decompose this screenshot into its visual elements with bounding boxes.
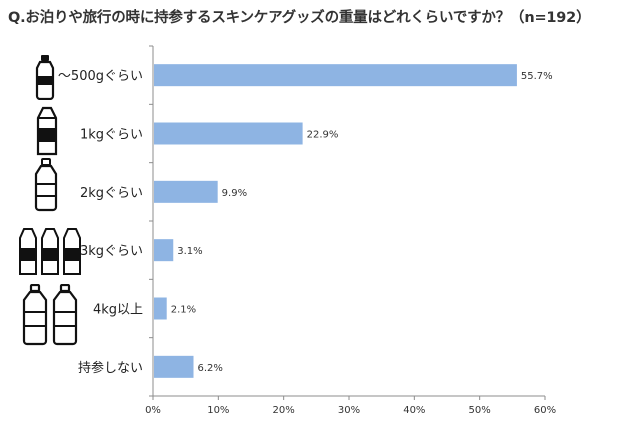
category-label: 持参しない xyxy=(78,360,143,376)
bar-value-label: 9.9% xyxy=(222,188,247,199)
bar xyxy=(154,355,194,378)
x-tick-label: 20% xyxy=(273,405,295,416)
bar xyxy=(154,122,303,145)
chart-title: Q.お泊りや旅行の時に持参するスキンケアグッズの重量はどれくらいですか？（n=1… xyxy=(8,10,591,26)
x-tick-label: 40% xyxy=(403,405,425,416)
category-label: 2kgぐらい xyxy=(80,186,143,201)
bar-value-label: 6.2% xyxy=(198,363,223,374)
bar-value-label: 55.7% xyxy=(521,71,553,82)
milk-carton-icon xyxy=(36,106,58,156)
large-bottle-icon xyxy=(34,158,58,212)
bar-value-label: 2.1% xyxy=(171,305,196,316)
category-label: 4kg以上 xyxy=(93,303,143,318)
category-label: 1kgぐらい xyxy=(80,128,143,143)
small-bottle-icon xyxy=(35,55,55,100)
x-tick-label: 60% xyxy=(534,405,556,416)
bar xyxy=(154,239,174,262)
x-tick-label: 0% xyxy=(145,405,161,416)
bar xyxy=(154,64,517,87)
x-tick-label: 30% xyxy=(338,405,360,416)
two-large-bottles-icon xyxy=(22,284,78,346)
bar xyxy=(154,297,167,320)
x-tick-label: 10% xyxy=(207,405,229,416)
three-milk-cartons-icon xyxy=(19,228,81,275)
bar-value-label: 22.9% xyxy=(307,130,339,141)
x-tick-label: 50% xyxy=(469,405,491,416)
bar-value-label: 3.1% xyxy=(177,246,202,257)
bar xyxy=(154,180,218,203)
category-label: 3kgぐらい xyxy=(80,244,143,259)
category-label: ～500gぐらい xyxy=(58,69,143,84)
